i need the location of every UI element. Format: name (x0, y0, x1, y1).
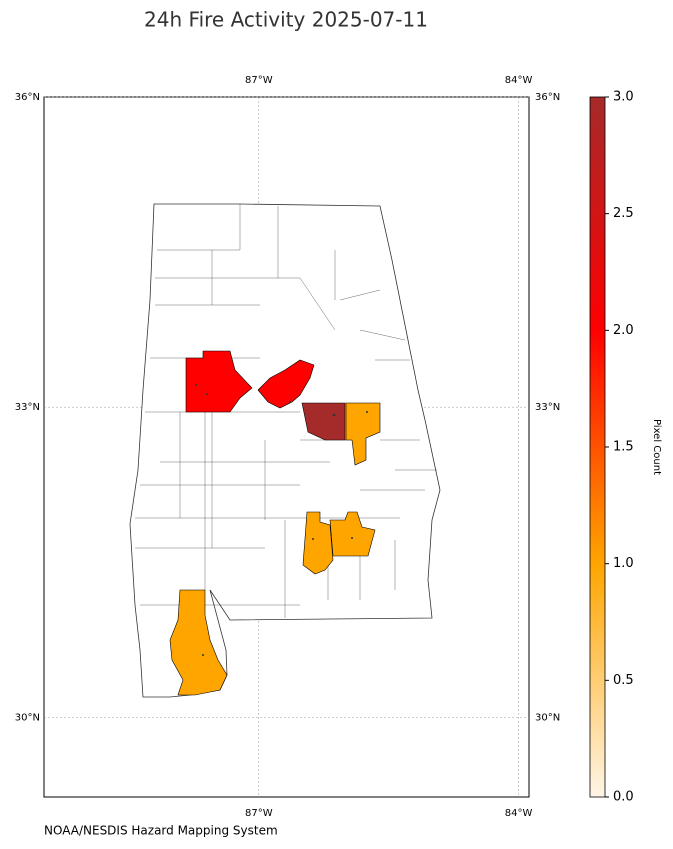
fire-pixels (195, 384, 368, 656)
fire-counties (169, 350, 381, 696)
colorbar-tick-label: 0.0 (613, 790, 634, 805)
lat-label-right: 30°N (535, 712, 560, 723)
fire-county (169, 589, 228, 696)
state-outline (129, 203, 441, 698)
fire-county (257, 359, 315, 409)
lon-label-bottom: 87°W (245, 808, 273, 819)
colorbar-label: Pixel Count (651, 419, 662, 475)
lon-label-top: 87°W (245, 75, 273, 86)
lat-label-left: 30°N (15, 712, 40, 723)
title: 24h Fire Activity 2025-07-11 (144, 8, 428, 32)
colorbar-tick-label: 2.0 (613, 323, 634, 338)
credit: NOAA/NESDIS Hazard Mapping System (44, 824, 278, 838)
lon-label-top: 84°W (505, 75, 533, 86)
colorbar-tick-label: 1.0 (613, 556, 634, 571)
fire-county (345, 402, 381, 466)
colorbar (589, 96, 606, 798)
colorbar-tick-label: 2.5 (613, 206, 634, 221)
lon-label-bottom: 84°W (505, 808, 533, 819)
lat-label-right: 36°N (535, 92, 560, 103)
fire-county (302, 511, 334, 575)
lat-label-left: 33°N (15, 402, 40, 413)
colorbar-tick-label: 0.5 (613, 673, 634, 688)
lat-label-right: 33°N (535, 402, 560, 413)
colorbar-tick-label: 1.5 (613, 440, 634, 455)
fire-county (185, 350, 253, 413)
fire-county (301, 402, 346, 441)
map-ticks: 87°W87°W84°W84°W36°N 36°N33°N 33°N30°N 30°N (15, 75, 560, 819)
colorbar-tick-label: 3.0 (613, 90, 634, 105)
fire-county (329, 511, 376, 557)
lat-label-left: 36°N (15, 92, 40, 103)
